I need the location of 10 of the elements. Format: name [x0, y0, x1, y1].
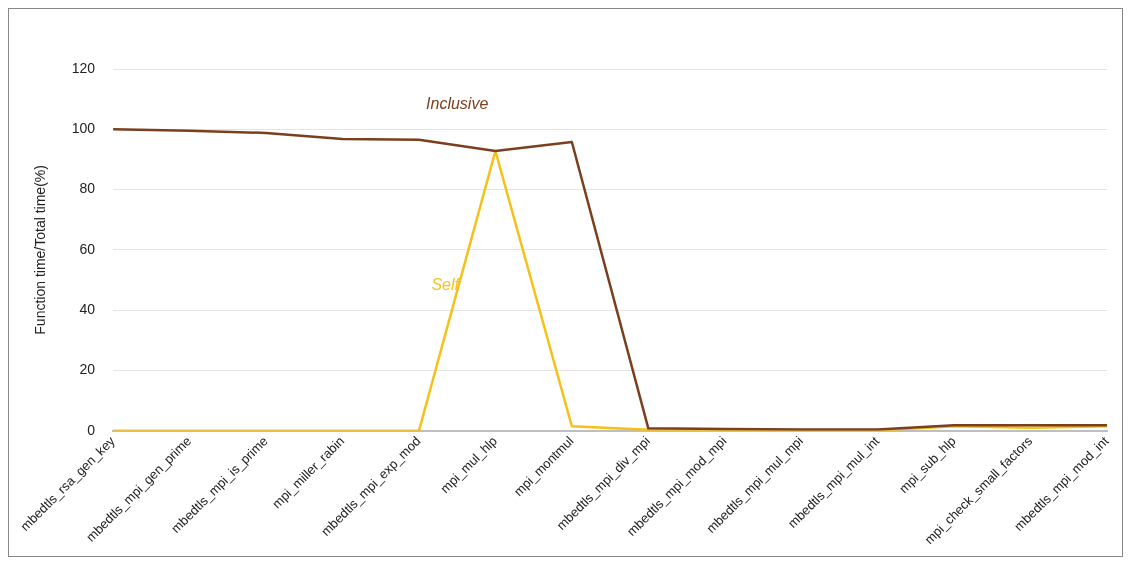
y-tick-label: 20 [79, 361, 96, 378]
y-tick-label: 120 [71, 59, 96, 76]
y-tick-label: 0 [87, 421, 96, 438]
y-tick-label: 60 [79, 240, 96, 257]
series-label: Self [431, 276, 461, 294]
series-label: Inclusive [426, 95, 489, 113]
y-tick-label: 40 [79, 301, 96, 318]
y-tick-label: 100 [71, 120, 96, 137]
y-tick-label: 80 [79, 180, 96, 197]
y-axis-title: Function time/Total time(%) [32, 165, 49, 335]
